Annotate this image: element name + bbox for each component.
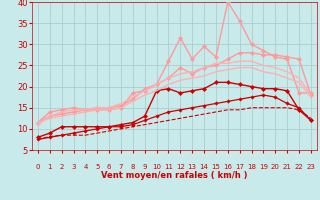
- X-axis label: Vent moyen/en rafales ( km/h ): Vent moyen/en rafales ( km/h ): [101, 171, 248, 180]
